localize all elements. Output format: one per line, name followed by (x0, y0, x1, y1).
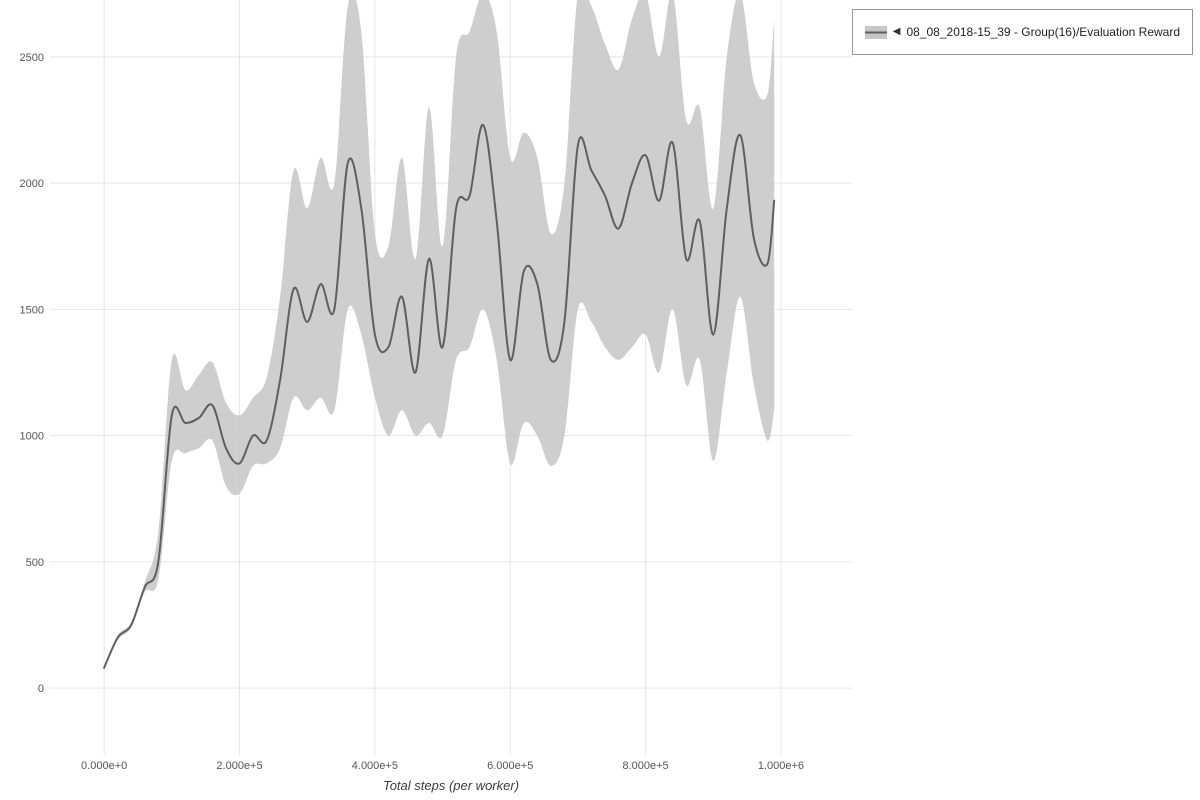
x-tick-label: 8.000e+5 (622, 760, 668, 772)
x-tick-label: 6.000e+5 (487, 760, 533, 772)
legend-series-label: 08_08_2018-15_39 - Group(16)/Evaluation … (906, 25, 1180, 39)
y-tick-label: 1500 (20, 304, 44, 316)
x-tick-label: 0.000e+0 (81, 760, 127, 772)
legend[interactable]: ◀ 08_08_2018-15_39 - Group(16)/Evaluatio… (851, 9, 1193, 55)
mean-line (103, 123, 776, 669)
x-tick-label: 4.000e+5 (352, 760, 398, 772)
legend-series-swatch (864, 25, 887, 39)
x-tick-label: 2.000e+5 (216, 760, 262, 772)
y-tick-label: 1000 (20, 431, 44, 443)
legend-collapse-icon[interactable]: ◀ (892, 26, 901, 37)
x-axis-label: Total steps (per worker) (382, 778, 520, 793)
x-tick-label: 1.000e+6 (758, 760, 804, 772)
y-tick-label: 2000 (20, 178, 44, 190)
y-tick-label: 500 (26, 557, 44, 569)
y-tick-label: 0 (38, 683, 44, 695)
y-tick-label: 2500 (20, 52, 44, 64)
